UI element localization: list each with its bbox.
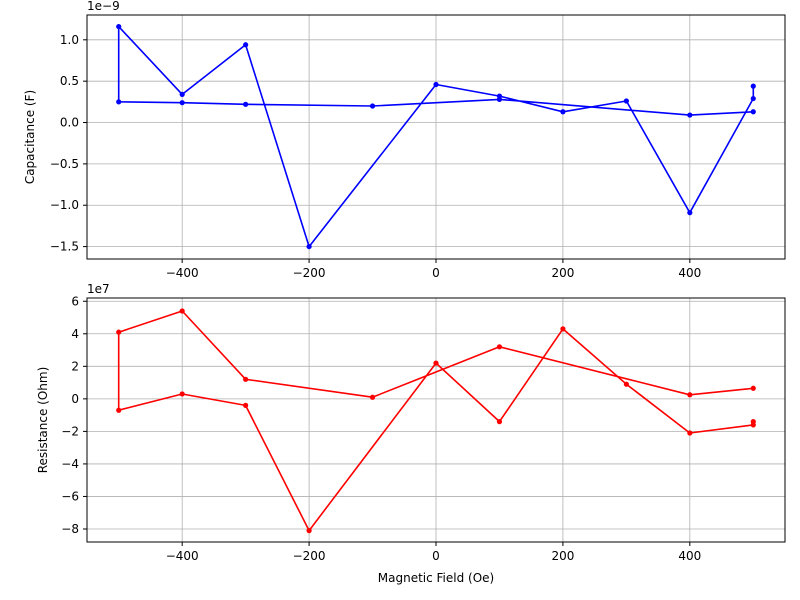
y-tick-label: 0.0: [60, 116, 79, 130]
data-point: [243, 376, 249, 382]
data-point: [369, 394, 376, 400]
data-point: [433, 81, 439, 88]
data-point: [306, 528, 312, 534]
y-offset-text: 1e7: [87, 282, 110, 296]
data-point: [179, 100, 185, 106]
data-point: [243, 402, 249, 408]
x-tick-label: −400: [166, 549, 199, 563]
y-axis-label: Resistance (Ohm): [36, 367, 50, 474]
data-point: [433, 360, 439, 366]
data-point: [179, 308, 185, 314]
data-point: [623, 98, 629, 104]
series-line: [117, 25, 755, 248]
x-tick-label: 0: [432, 266, 440, 280]
data-point: [687, 210, 693, 216]
x-tick-label: 400: [678, 266, 701, 280]
data-point: [116, 23, 122, 30]
resistance-chart: −400 −200 0 200 400 −8 −6 −4 −2 0 2 4 6 1e7 Resistance…: [36, 282, 786, 585]
data-point: [750, 422, 756, 428]
data-point: [116, 99, 122, 105]
data-point: [496, 419, 503, 425]
y-offset-text: 1e−9: [87, 0, 120, 13]
data-point: [750, 95, 756, 102]
data-point: [243, 42, 249, 48]
data-point: [687, 112, 693, 118]
data-point: [750, 385, 756, 391]
y-tick-label: −4: [61, 457, 79, 471]
y-tick-label: −6: [61, 489, 79, 503]
y-tick-label: 4: [71, 327, 79, 341]
data-point: [306, 243, 312, 250]
data-point: [687, 430, 693, 436]
series-line: [117, 310, 755, 532]
y-tick-label: 0.5: [60, 74, 79, 88]
data-point: [750, 109, 756, 115]
y-tick-label: −0.5: [50, 157, 79, 171]
x-axis-label: Magnetic Field (Oe): [378, 571, 494, 585]
data-point: [116, 407, 122, 413]
y-tick-label: 0: [71, 392, 79, 406]
data-point: [369, 103, 376, 109]
x-tick-label: 200: [551, 266, 574, 280]
data-point: [243, 101, 249, 107]
y-tick-label: −1.5: [50, 240, 79, 254]
y-tick-label: 2: [71, 359, 79, 373]
data-point: [496, 96, 503, 102]
x-tick-label: −200: [293, 266, 326, 280]
data-point: [687, 392, 693, 398]
data-point: [116, 329, 122, 335]
data-point: [623, 381, 629, 387]
data-point: [560, 109, 566, 115]
x-tick-label: 200: [551, 549, 574, 563]
data-point: [179, 391, 185, 397]
x-tick-label: −200: [293, 549, 326, 563]
data-point: [750, 83, 756, 89]
data-point: [560, 326, 566, 332]
x-tick-label: −400: [166, 266, 199, 280]
y-tick-label: −8: [61, 522, 79, 536]
data-point: [496, 344, 503, 350]
capacitance-chart: −400 −200 0 200 400 −1.5 −1.0 −0.5 0.0 0.5 1.0 1e−9…: [23, 0, 786, 280]
y-tick-label: 6: [71, 294, 79, 308]
data-point: [179, 91, 185, 98]
y-tick-label: −2: [61, 424, 79, 438]
x-tick-label: 0: [432, 549, 440, 563]
x-tick-label: 400: [678, 549, 701, 563]
y-axis-label: Capacitance (F): [23, 90, 37, 184]
y-tick-label: 1.0: [60, 33, 79, 47]
y-tick-label: −1.0: [50, 198, 79, 212]
